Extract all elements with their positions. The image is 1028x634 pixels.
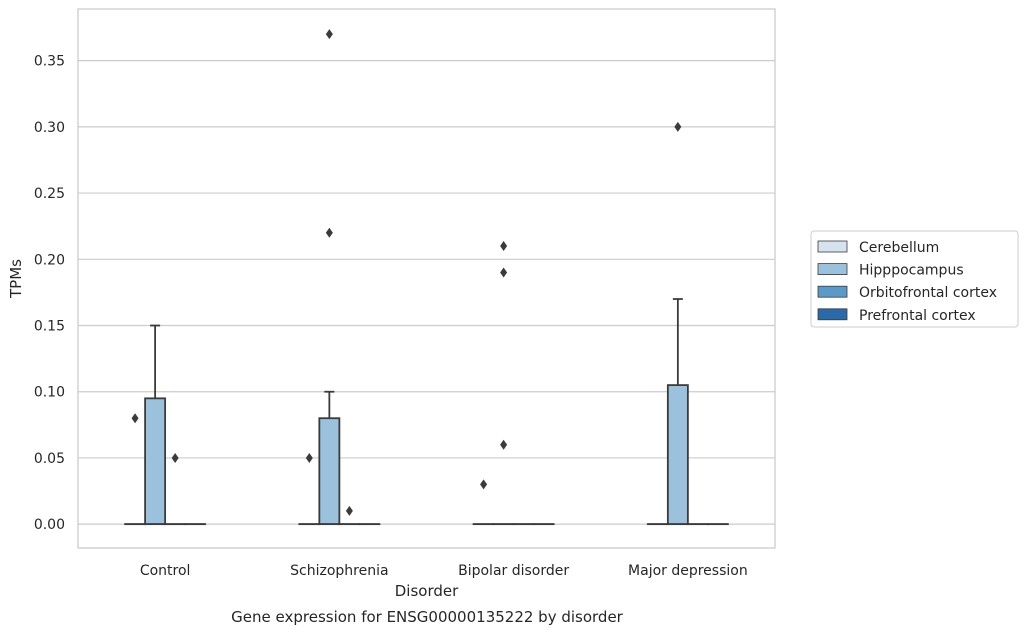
y-tick-label: 0.05: [34, 451, 65, 467]
chart-caption: Gene expression for ENSG00000135222 by d…: [231, 608, 624, 626]
y-tick-label: 0.10: [34, 385, 65, 401]
y-tick-label: 0.15: [34, 319, 65, 335]
outlier-point: [345, 505, 353, 516]
x-tick-label: Schizophrenia: [290, 563, 388, 579]
legend-swatch: [817, 285, 848, 298]
y-tick-label: 0.30: [34, 120, 65, 136]
outlier-point: [500, 439, 508, 450]
x-tick-label: Bipolar disorder: [458, 563, 569, 579]
gridlines: [78, 60, 775, 525]
outlier-point: [480, 479, 488, 490]
legend-label: Hipppocampus: [859, 263, 964, 279]
box-marks: [124, 29, 729, 526]
outlier-point: [171, 452, 179, 463]
legend-label: Prefrontal cortex: [859, 308, 976, 324]
outlier-point: [500, 241, 508, 252]
legend-label: Cerebellum: [859, 240, 939, 256]
y-tick-label: 0.00: [34, 517, 65, 533]
legend-frame: [810, 230, 1019, 328]
y-axis-label: TPMs: [7, 259, 25, 299]
box: [666, 384, 689, 526]
x-tick-label: Major depression: [628, 563, 748, 579]
plot-frame: [77, 8, 776, 549]
y-tick-label: 0.35: [34, 54, 65, 70]
box: [144, 397, 167, 526]
outlier-point: [131, 413, 139, 424]
outlier-point: [325, 29, 333, 40]
x-axis-label: Disorder: [395, 582, 459, 600]
x-tick-labels: Control Schizophrenia Bipolar disorder Majo…: [140, 563, 748, 579]
legend-label: Orbitofrontal cortex: [859, 285, 997, 301]
legend-swatch: [817, 240, 848, 253]
legend-swatch: [817, 263, 848, 276]
outlier-point: [500, 267, 508, 278]
outlier-point: [305, 452, 313, 463]
y-tick-label: 0.20: [34, 252, 65, 268]
legend-swatch: [817, 308, 848, 321]
outlier-point: [674, 121, 682, 132]
y-tick-labels: 0.00 0.05 0.10 0.15 0.20 0.25 0.30 0.35: [34, 54, 65, 534]
outlier-point: [325, 227, 333, 238]
x-tick-label: Control: [140, 563, 191, 579]
y-tick-label: 0.25: [34, 186, 65, 202]
box: [318, 417, 341, 526]
legend: Cerebellum Hipppocampus Orbitofrontal cort…: [810, 230, 1019, 328]
